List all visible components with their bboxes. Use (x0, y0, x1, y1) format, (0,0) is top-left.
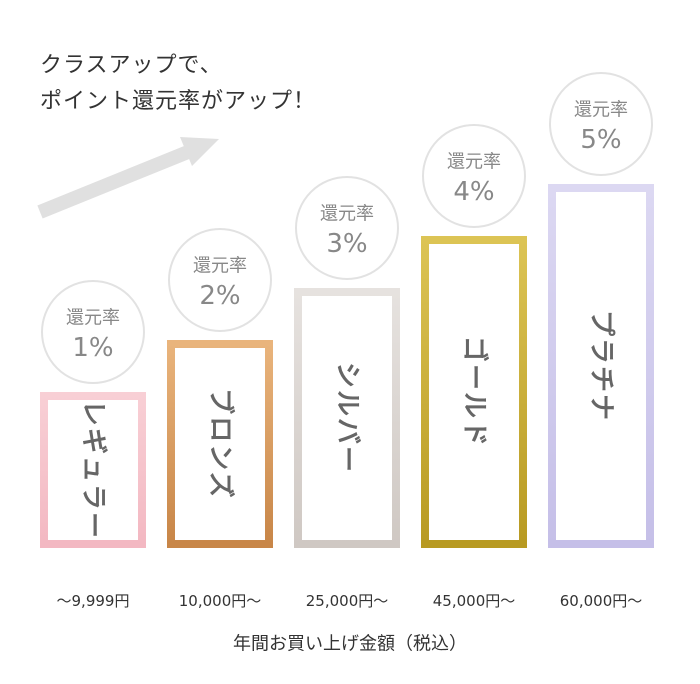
rate-label-5: 還元率 (574, 100, 628, 121)
tick-label-2: 10,000円〜 (179, 592, 262, 610)
headline-line-2: ポイント還元率がアップ！ (40, 89, 317, 114)
bar-3 (294, 288, 400, 548)
rate-badge-5 (549, 72, 653, 176)
rate-value-5: 5% (580, 125, 621, 155)
headline-line-1: クラスアップで、 (40, 53, 223, 78)
rate-value-1: 1% (72, 333, 113, 363)
rate-value-2: 2% (199, 281, 240, 311)
bar-1 (40, 392, 146, 548)
tick-label-4: 45,000円〜 (433, 592, 516, 610)
trend-arrow-icon (37, 137, 219, 219)
bar-label-3: シルバー (332, 362, 362, 474)
headline: クラスアップで、 ポイント還元率がアップ！ (40, 48, 460, 120)
bar-4 (421, 236, 527, 548)
x-axis-label: 年間お買い上げ金額（税込） (233, 634, 467, 655)
rate-badge-4 (422, 124, 526, 228)
rate-value-4: 4% (453, 177, 494, 207)
rate-badge-3 (295, 176, 399, 280)
bar-label-2: ブロンズ (205, 388, 236, 499)
rate-badge-1 (41, 280, 145, 384)
rate-badge-2 (168, 228, 272, 332)
tick-label-1: 〜9,999円 (57, 592, 130, 610)
rate-label-1: 還元率 (66, 308, 120, 329)
rate-label-2: 還元率 (193, 256, 247, 277)
rate-label-4: 還元率 (447, 152, 501, 173)
bar-2 (167, 340, 273, 548)
bar-label-5: プラチナ (586, 310, 616, 422)
bar-5 (548, 184, 654, 548)
rate-label-3: 還元率 (320, 204, 374, 225)
bar-label-4: ゴールド (459, 336, 490, 448)
tick-label-3: 25,000円〜 (306, 592, 389, 610)
bar-label-1: レギュラー (78, 400, 108, 540)
tick-label-5: 60,000円〜 (560, 592, 643, 610)
rate-value-3: 3% (326, 229, 367, 259)
